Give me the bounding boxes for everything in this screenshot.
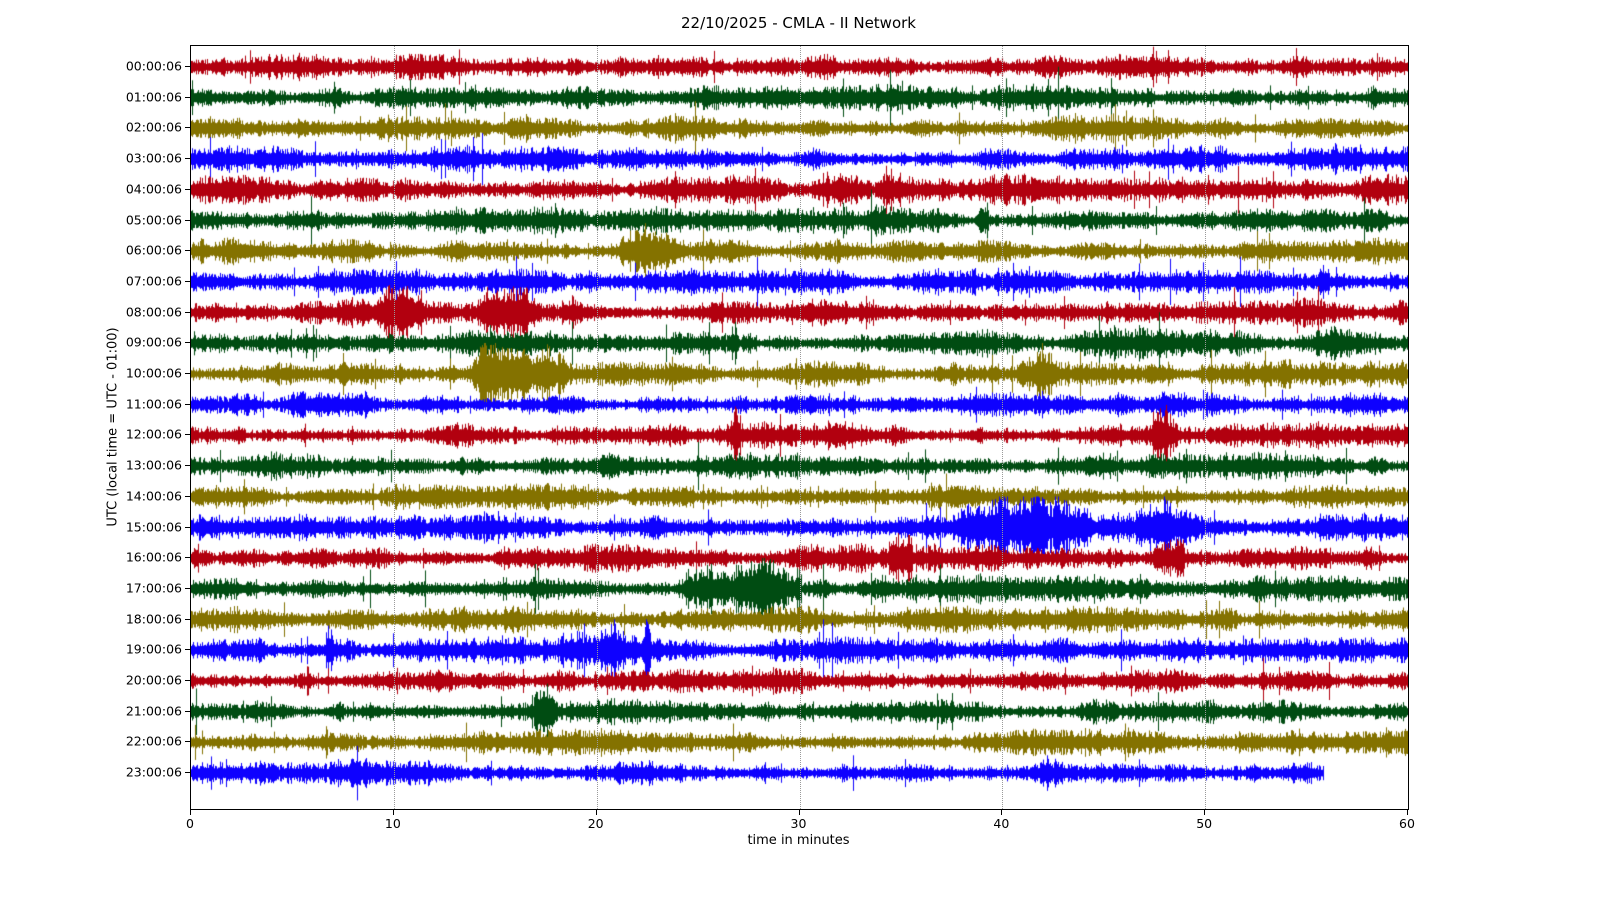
- y-axis-tick: [185, 127, 190, 129]
- y-axis-tick: [185, 66, 190, 67]
- x-tick-label: 30: [790, 816, 807, 831]
- x-tick-label: 60: [1399, 816, 1415, 831]
- vertical-gridline: [799, 46, 801, 809]
- vertical-gridline: [596, 46, 598, 809]
- y-axis-tick: [185, 495, 190, 497]
- vertical-gridline: [1205, 46, 1207, 809]
- row-label: 23:00:06: [125, 764, 182, 780]
- row-label: 18:00:06: [125, 611, 182, 627]
- row-label: 12:00:06: [125, 426, 182, 442]
- y-axis-tick: [185, 710, 190, 712]
- row-label: 22:00:06: [125, 733, 182, 749]
- y-axis-tick: [185, 311, 190, 313]
- y-axis-tick: [185, 587, 190, 589]
- y-axis-tick: [185, 618, 190, 620]
- row-label: 08:00:06: [125, 304, 182, 320]
- x-axis-tick: [595, 809, 597, 815]
- x-axis-tick: [190, 809, 191, 815]
- y-axis-tick: [185, 250, 190, 252]
- x-axis-label: time in minutes: [747, 833, 850, 848]
- y-axis-tick: [185, 219, 190, 221]
- row-label: 06:00:06: [125, 242, 182, 258]
- y-axis-tick: [185, 772, 190, 774]
- y-axis-tick: [185, 557, 190, 559]
- y-axis-tick: [185, 188, 190, 190]
- vertical-gridline: [1002, 46, 1004, 809]
- row-label: 13:00:06: [125, 457, 182, 473]
- row-label: 15:00:06: [125, 519, 182, 534]
- x-axis-tick: [392, 809, 394, 815]
- x-tick-label: 40: [993, 816, 1010, 831]
- row-label: 00:00:06: [125, 58, 182, 74]
- row-label: 11:00:06: [125, 396, 182, 412]
- y-axis-tick: [185, 434, 190, 436]
- y-axis-tick: [185, 373, 190, 374]
- x-axis-tick: [1001, 809, 1003, 815]
- row-label: 21:00:06: [125, 703, 182, 719]
- y-axis-tick: [185, 680, 190, 681]
- row-label: 07:00:06: [125, 273, 182, 289]
- row-label: 05:00:06: [125, 212, 182, 227]
- row-label: 16:00:06: [125, 549, 182, 565]
- row-label: 17:00:06: [125, 580, 182, 596]
- y-axis-tick: [185, 649, 190, 651]
- y-axis-tick: [185, 158, 190, 160]
- y-axis-tick: [185, 465, 190, 467]
- x-axis-tick: [798, 809, 800, 815]
- row-label: 02:00:06: [125, 119, 182, 135]
- row-label: 09:00:06: [125, 334, 182, 350]
- row-label: 14:00:06: [125, 488, 182, 504]
- row-label: 20:00:06: [125, 672, 182, 688]
- row-label: 03:00:06: [125, 150, 182, 166]
- x-axis-tick: [1407, 809, 1408, 815]
- row-label: 04:00:06: [125, 181, 182, 197]
- plot-area: [190, 45, 1409, 810]
- chart-title: 22/10/2025 - CMLA - II Network: [681, 14, 916, 32]
- vertical-gridline: [393, 46, 395, 809]
- row-label: 10:00:06: [125, 365, 182, 381]
- y-axis-tick: [185, 403, 190, 405]
- y-axis-tick: [185, 280, 190, 282]
- x-tick-label: 0: [186, 816, 194, 831]
- y-axis-tick: [185, 342, 190, 344]
- y-axis-tick: [185, 741, 190, 743]
- row-label: 19:00:06: [125, 641, 182, 657]
- row-label: 01:00:06: [125, 89, 182, 105]
- y-axis-tick: [185, 96, 190, 98]
- x-tick-label: 20: [587, 816, 604, 831]
- x-axis-tick: [1204, 809, 1206, 815]
- y-axis-tick: [185, 526, 190, 528]
- x-tick-label: 10: [384, 816, 401, 831]
- x-tick-label: 50: [1196, 816, 1213, 831]
